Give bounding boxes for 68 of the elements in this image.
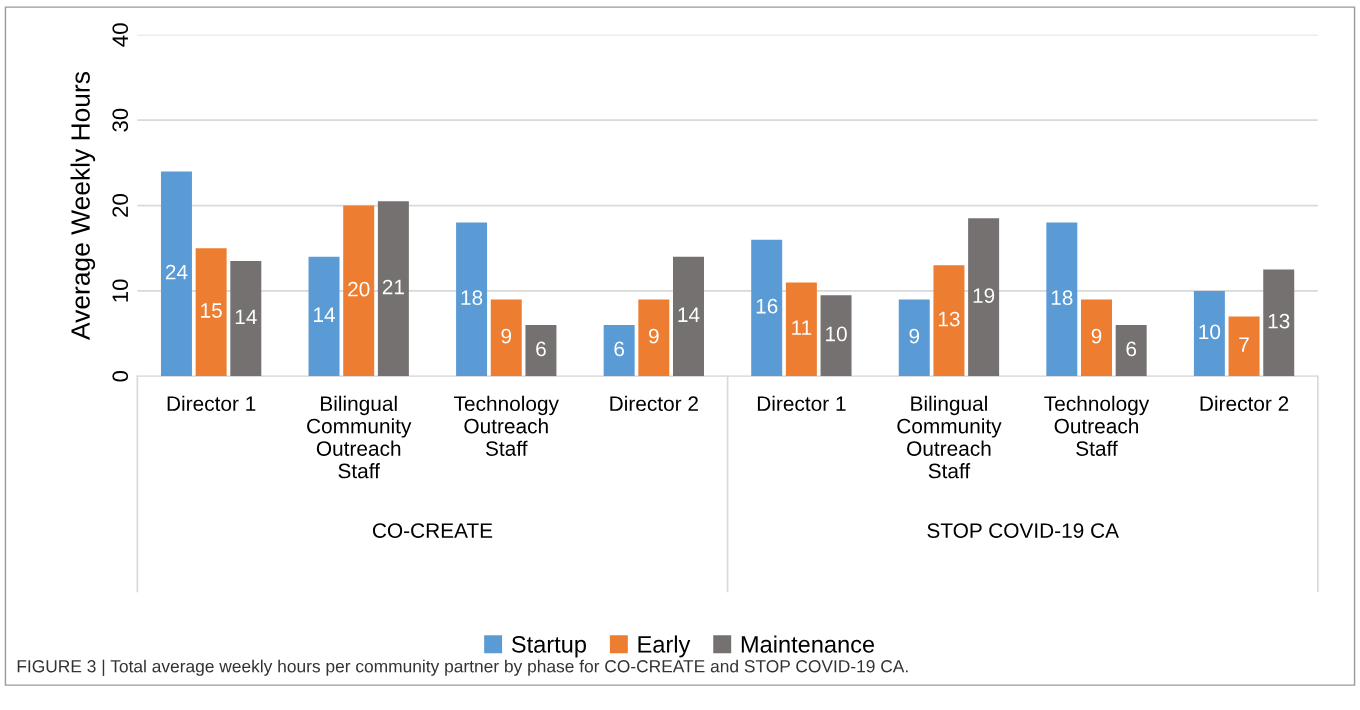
bar [195, 248, 227, 377]
bar [525, 325, 557, 377]
x-tick-label: Director 2 [1200, 395, 1289, 412]
bar [933, 265, 965, 377]
bar [751, 239, 783, 377]
bar [308, 256, 340, 377]
data-label: 7 [1239, 337, 1249, 352]
bar [1263, 269, 1295, 377]
y-tick-label: 40 [112, 23, 129, 47]
y-tick-label: 0 [112, 370, 129, 382]
bar [820, 295, 852, 377]
x-tick-label: Director 2 [610, 395, 698, 412]
bar [1228, 316, 1260, 377]
y-tick-label: 20 [112, 194, 129, 217]
text: STOP COVID-19 CA [927, 523, 1119, 538]
bar [1115, 325, 1147, 377]
bar [377, 201, 409, 377]
data-label: 20 [348, 281, 370, 297]
bar [490, 299, 522, 377]
y-axis-title: Average Weekly Hours [70, 72, 96, 340]
bar [456, 222, 488, 377]
legend-label: Maintenance [741, 635, 875, 653]
bar [898, 299, 930, 377]
data-label: 9 [501, 328, 512, 344]
bar [785, 282, 817, 377]
y-tick-label: 10 [112, 279, 129, 302]
x-tick-label: Bilingual Community Outreach Staff [307, 395, 412, 479]
legend-label: Startup [511, 636, 586, 658]
data-label: 13 [1268, 313, 1290, 329]
bar [1193, 290, 1225, 377]
bar [638, 299, 670, 377]
x-tick-label: Technology Outreach Staff [1044, 395, 1150, 456]
data-label: 14 [314, 307, 335, 322]
data-label: 13 [938, 311, 960, 327]
bar [673, 256, 704, 377]
data-label: 10 [1199, 324, 1221, 340]
bar [603, 325, 635, 377]
data-label: 18 [461, 290, 483, 306]
bar [343, 205, 375, 377]
bar [1046, 222, 1078, 377]
data-label: 14 [235, 309, 257, 325]
bar [968, 218, 1000, 377]
data-label: 15 [201, 303, 222, 318]
data-label: 9 [1091, 328, 1102, 344]
data-label: 6 [1126, 341, 1137, 357]
x-tick-label: Technology Outreach Staff [454, 395, 559, 456]
bar [160, 171, 192, 377]
x-tick-label: Director 1 [167, 395, 256, 412]
legend-label: Early [638, 635, 691, 658]
data-label: 21 [382, 279, 404, 295]
data-label: 18 [1051, 290, 1073, 306]
bar [1081, 299, 1112, 377]
x-tick-label: Bilingual Community Outreach Staff [897, 395, 1002, 479]
data-label: 10 [826, 326, 847, 342]
data-label: 16 [756, 298, 778, 314]
data-label: 24 [165, 264, 188, 280]
data-label: 11 [792, 320, 812, 335]
data-label: 9 [909, 328, 920, 344]
data-label: 6 [614, 341, 625, 357]
data-label: 19 [973, 288, 995, 303]
bar [230, 261, 262, 377]
data-label: 9 [649, 328, 659, 344]
y-tick-label: 30 [112, 108, 129, 132]
caption: FIGURE 3 | Total average weekly hours per community partner by phase for CO-CREATE and STOP COVID-19 CA. [17, 659, 908, 676]
data-label: 14 [678, 307, 700, 322]
text: CO-CREATE [372, 523, 493, 538]
x-tick-label: Director 1 [757, 395, 846, 412]
data-label: 6 [536, 341, 546, 357]
